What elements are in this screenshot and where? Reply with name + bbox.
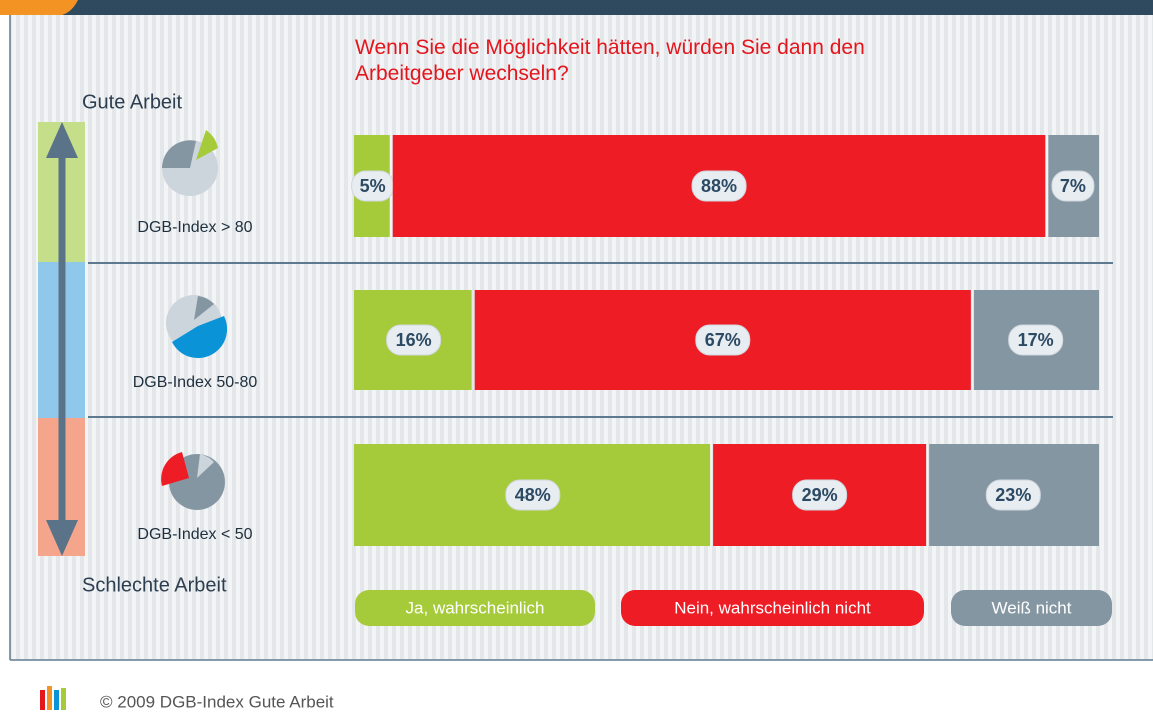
- arrow-head: [46, 122, 78, 158]
- value-label: 23%: [995, 485, 1031, 505]
- value-label: 67%: [705, 330, 741, 350]
- legend-swatch: [621, 590, 924, 626]
- label-pill: [1008, 324, 1064, 356]
- value-label: 48%: [515, 485, 551, 505]
- value-label: 17%: [1018, 330, 1054, 350]
- annotation: Schlechte Arbeit: [82, 574, 227, 596]
- label-pill: [386, 324, 442, 356]
- value-label: 16%: [396, 330, 432, 350]
- logo: [40, 686, 66, 710]
- pie-icon: [166, 295, 228, 359]
- category-label: DGB-Index 50-80: [133, 374, 258, 391]
- value-label: 7%: [1060, 176, 1086, 196]
- value-label: 5%: [360, 176, 386, 196]
- label-pill: [1051, 170, 1095, 202]
- label-pill: [505, 479, 561, 511]
- value-label: 88%: [701, 176, 737, 196]
- value-label: 29%: [802, 485, 838, 505]
- arrow-head: [46, 520, 78, 556]
- header-tab: [0, 0, 78, 15]
- legend-swatch: [951, 590, 1112, 626]
- category-label: DGB-Index < 50: [137, 526, 252, 543]
- annotation: Gute Arbeit: [82, 91, 183, 113]
- label-pill: [792, 479, 848, 511]
- pie-icon: [162, 130, 218, 196]
- legend-label: Nein, wahrscheinlich nicht: [674, 598, 871, 617]
- title-box: Wenn Sie die Möglichkeit hätten, würden …: [355, 36, 865, 85]
- pie-icon: [161, 452, 225, 510]
- legend-label: Ja, wahrscheinlich: [406, 598, 545, 617]
- label-pill: [691, 170, 747, 202]
- label-pill: [695, 324, 751, 356]
- category-label: DGB-Index > 80: [137, 219, 252, 236]
- label-pill: [985, 479, 1041, 511]
- chart-title: Wenn Sie die Möglichkeit hätten, würden …: [355, 36, 865, 85]
- source: © 2009 DGB-Index Gute Arbeit: [100, 692, 334, 711]
- header-bar: [0, 0, 1153, 15]
- legend-swatch: [355, 590, 595, 626]
- legend-label: Weiß nicht: [992, 598, 1072, 617]
